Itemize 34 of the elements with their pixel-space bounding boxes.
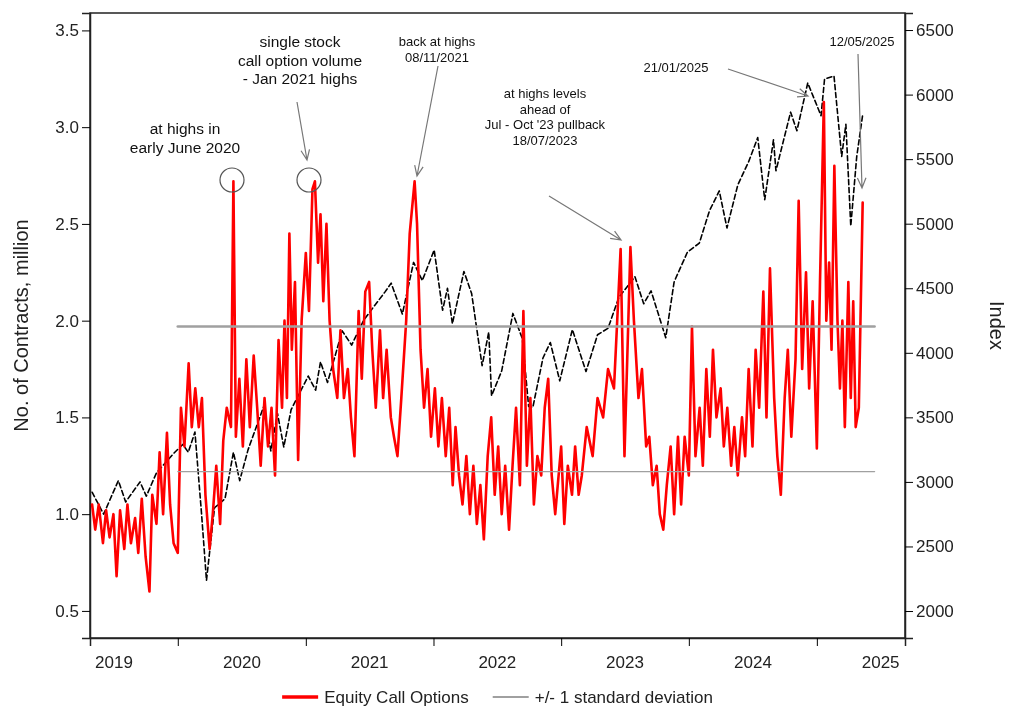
y2-tick-label: 4500 bbox=[916, 279, 954, 299]
x-tick-label: 2024 bbox=[734, 652, 772, 672]
y2-tick-label: 6500 bbox=[916, 20, 954, 40]
y-tick-label: 2.0 bbox=[55, 311, 79, 331]
annotation: at highs in early June 2020 bbox=[129, 120, 241, 156]
y2-tick-label: 3500 bbox=[916, 408, 954, 428]
y2-tick-label: 4000 bbox=[916, 343, 954, 363]
y2-tick-label: 2500 bbox=[916, 537, 954, 557]
y-tick-label: 2.5 bbox=[55, 214, 79, 234]
annotation: single stock call option volume - Jan 2021 highs bbox=[237, 33, 363, 88]
legend-label: +/- 1 standard deviation bbox=[534, 688, 713, 707]
annotation: 21/01/2025 bbox=[643, 60, 709, 75]
y-tick-label: 3.0 bbox=[55, 118, 79, 138]
y-tick-label: 1.5 bbox=[55, 408, 79, 428]
x-tick-label: 2023 bbox=[606, 652, 644, 672]
y-axis-title: No. of Contracts, million bbox=[10, 219, 32, 432]
y2-tick-label: 6000 bbox=[916, 85, 954, 105]
annotation: at highs levels ahead of Jul - Oct '23 pullback 18/07/2023 bbox=[484, 86, 606, 148]
y2-axis-title: Index bbox=[986, 301, 1008, 350]
x-tick-label: 2020 bbox=[223, 652, 261, 672]
x-tick-label: 2019 bbox=[95, 652, 133, 672]
y-tick-label: 1.0 bbox=[55, 505, 79, 525]
y2-tick-label: 5500 bbox=[916, 150, 954, 170]
y-tick-label: 3.5 bbox=[55, 21, 79, 41]
annotation: 12/05/2025 bbox=[829, 34, 895, 49]
x-tick-label: 2025 bbox=[861, 652, 900, 672]
y2-tick-label: 3000 bbox=[916, 472, 954, 492]
y2-tick-label: 5000 bbox=[916, 214, 954, 234]
x-tick-label: 2022 bbox=[478, 652, 517, 672]
y-tick-label: 0.5 bbox=[55, 601, 79, 621]
annotation: back at highs 08/11/2021 bbox=[398, 34, 476, 65]
legend-label: Equity Call Options bbox=[324, 688, 469, 707]
x-tick-label: 2021 bbox=[350, 652, 389, 672]
y2-tick-label: 2000 bbox=[916, 601, 954, 621]
